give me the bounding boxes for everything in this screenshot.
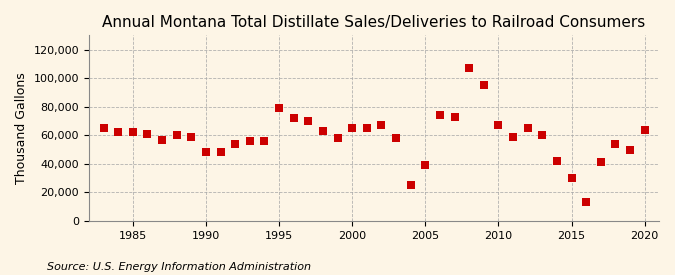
Point [639,127,650,132]
Point [508,134,518,139]
Point [113,130,124,135]
Point [361,126,372,130]
Point [566,176,577,180]
Point [317,129,328,133]
Point [200,150,211,155]
Point [259,139,270,143]
Point [186,134,196,139]
Point [449,115,460,119]
Point [332,136,343,140]
Point [610,142,621,146]
Point [522,126,533,130]
Point [98,126,109,130]
Point [624,147,635,152]
Point [215,150,226,155]
Point [595,160,606,165]
Point [142,132,153,136]
Title: Annual Montana Total Distillate Sales/Deliveries to Railroad Consumers: Annual Montana Total Distillate Sales/De… [103,15,646,30]
Point [405,183,416,188]
Point [479,83,489,87]
Point [171,133,182,138]
Point [551,159,562,163]
Point [420,163,431,167]
Point [244,139,255,143]
Point [157,138,167,142]
Text: Source: U.S. Energy Information Administration: Source: U.S. Energy Information Administ… [47,262,311,272]
Point [376,123,387,128]
Point [537,133,547,138]
Point [230,142,240,146]
Point [273,106,284,110]
Point [128,130,138,135]
Point [464,66,475,70]
Point [391,136,402,140]
Point [435,113,446,117]
Point [580,200,591,205]
Point [303,119,314,123]
Y-axis label: Thousand Gallons: Thousand Gallons [15,72,28,184]
Point [493,123,504,128]
Point [288,116,299,120]
Point [347,126,358,130]
